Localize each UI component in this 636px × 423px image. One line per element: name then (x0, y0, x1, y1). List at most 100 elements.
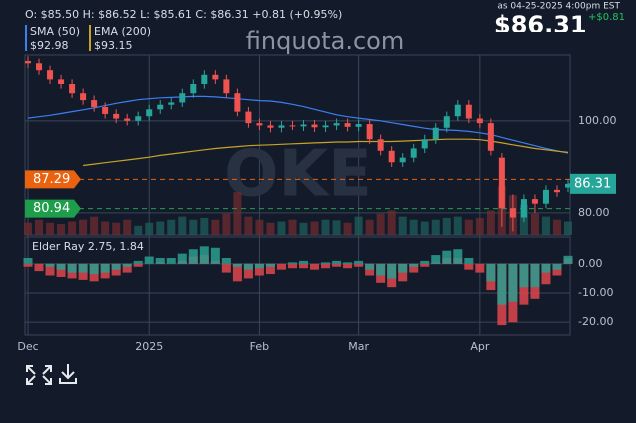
ma-line (83, 138, 569, 167)
candle-body (135, 116, 142, 121)
volume-bar (57, 224, 66, 235)
download-icon[interactable] (59, 364, 77, 384)
bull-power-bar (486, 263, 496, 282)
as-of: as 04-25-2025 4:00pm EST (497, 2, 620, 12)
level-tag (25, 199, 81, 218)
candle-body (102, 107, 109, 114)
volume-bar (167, 219, 176, 235)
legend-label: SMA (50) (30, 25, 80, 38)
expand-icon[interactable] (26, 365, 52, 385)
candle-body (179, 93, 186, 103)
bear-power-bar (287, 263, 297, 269)
y-tick-label: -10.00 (578, 286, 613, 299)
bull-power-bar (221, 258, 231, 264)
candle-body (322, 125, 329, 128)
candle-body (300, 124, 307, 127)
candle-body (245, 111, 252, 124)
bull-power-bar (552, 263, 562, 270)
candle-body (520, 199, 527, 218)
bull-power-bar (199, 246, 209, 264)
bull-power-bar (508, 263, 518, 302)
bull-power-bar (56, 263, 66, 270)
bear-power-bar (56, 263, 66, 277)
bull-power-bar (563, 255, 573, 264)
candle-body (212, 74, 219, 80)
volume-bar (420, 221, 429, 235)
bull-power-bar (210, 247, 220, 264)
bear-power-bar (276, 263, 286, 270)
candle-body (69, 84, 76, 94)
volume-bar (266, 222, 275, 235)
candle-body (421, 139, 428, 149)
volume-bar (233, 192, 242, 235)
bear-power-bar (310, 263, 320, 270)
candle-body (289, 125, 296, 127)
bull-power-bar (188, 249, 198, 264)
candle-body (256, 123, 263, 126)
bear-power-bar (299, 263, 309, 269)
bull-power-bar (354, 260, 364, 264)
bull-power-bar (420, 260, 430, 264)
candle-body (91, 100, 98, 108)
bull-power-bar (541, 263, 551, 273)
candle-body (509, 208, 516, 218)
volume-bar (321, 219, 330, 235)
volume-bar (299, 222, 308, 235)
volume-bar (365, 219, 374, 235)
volume-bar (189, 219, 198, 235)
bull-power-bar (497, 263, 507, 305)
x-tick-label: 2025 (135, 340, 163, 353)
bull-power-bar (67, 263, 77, 273)
x-tick-label: Apr (470, 340, 490, 353)
volume-bar (178, 216, 187, 235)
bear-power-bar (133, 263, 143, 267)
bull-power-bar (343, 262, 353, 264)
volume-bar (255, 219, 264, 235)
bear-power-bar (475, 263, 485, 273)
bull-power-bar (243, 263, 253, 270)
bear-power-bar (343, 263, 353, 269)
volume-bar (79, 219, 88, 235)
volume-bar (453, 216, 462, 235)
candle-body (355, 124, 362, 127)
candle-body (465, 104, 472, 119)
bear-power-bar (254, 263, 264, 276)
volume-bar (475, 217, 484, 235)
candle-body (201, 74, 208, 85)
bull-power-bar (464, 258, 474, 264)
bull-power-bar (365, 263, 375, 270)
candle-body (124, 118, 131, 121)
icons (26, 364, 77, 385)
bull-power-bar (409, 263, 419, 267)
bull-power-bar (530, 263, 540, 288)
candle-body (531, 199, 538, 204)
bull-power-bar (89, 263, 99, 275)
x-tick-label: Mar (348, 340, 369, 353)
bear-power-bar (420, 263, 430, 267)
bear-power-bar (34, 263, 44, 272)
bull-power-bar (23, 258, 33, 264)
volume-bar (442, 217, 451, 235)
bull-power-bar (287, 262, 297, 264)
volume-bar (332, 220, 341, 235)
watermark: finquota.com (246, 27, 404, 55)
elder-panel (24, 236, 571, 336)
bull-power-bar (332, 260, 342, 264)
volume-bar (354, 216, 363, 235)
bull-power-bar (387, 263, 397, 279)
candle-body (498, 157, 505, 209)
candle-body (565, 183, 571, 188)
candle-body (168, 102, 175, 105)
ohlc-header: O: $85.50 H: $86.52 L: $85.61 C: $86.31 … (25, 8, 342, 21)
bull-power-bar (254, 263, 264, 269)
y-tick-label: 100.00 (578, 114, 617, 127)
candle-body (487, 123, 494, 151)
level-label: 80.94 (33, 201, 70, 216)
bear-power-bar (232, 263, 242, 282)
candle-body (25, 60, 31, 64)
bear-power-bar (332, 263, 342, 267)
volume-bar (376, 213, 385, 235)
price-big: $86.31 (494, 11, 587, 39)
level-label: 87.29 (33, 172, 70, 187)
bear-power-bar (541, 263, 551, 285)
